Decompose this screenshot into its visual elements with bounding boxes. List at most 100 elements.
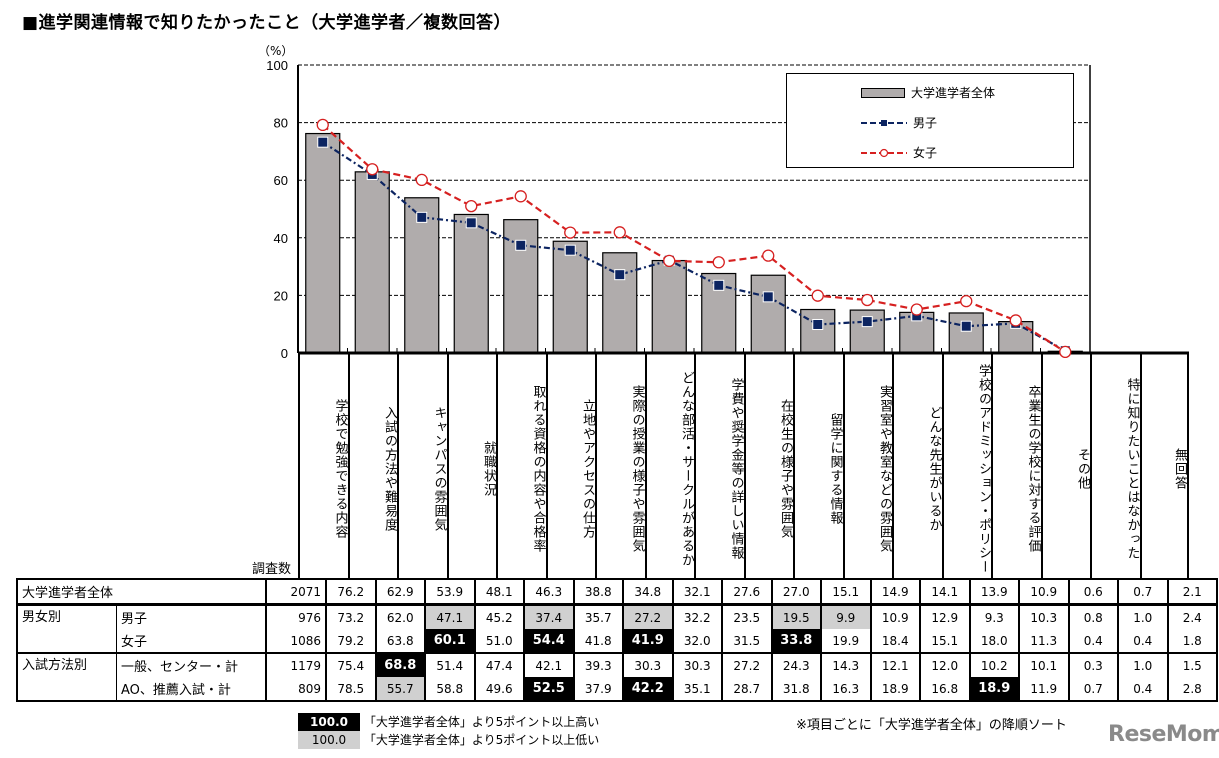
y-tick-label: 60	[274, 173, 288, 188]
value-cell: 0.8	[1067, 603, 1118, 629]
table-row: 入試方法別 一般、センター・計 1179 75.4 68.8 51.4 47.4 42.1 39…	[16, 652, 1218, 677]
value-cell: 18.4	[869, 629, 920, 653]
category-label: 学校で勉強できる内容	[298, 354, 348, 578]
female-line-swatch-icon	[861, 148, 907, 157]
female-marker	[564, 226, 577, 239]
category-label: 無回答	[1139, 354, 1189, 578]
value-cell: 39.3	[572, 652, 623, 677]
row-sub-label: AO、推薦入試・計	[116, 677, 266, 702]
category-label: 留学に関する情報	[793, 354, 843, 578]
value-cell: 15.1	[919, 629, 970, 653]
sample-count: 809	[265, 677, 326, 702]
category-label: 学費や奨学金等の詳しい情報	[694, 354, 744, 578]
value-cell: 2.1	[1166, 578, 1218, 605]
value-cell: 0.6	[1067, 578, 1118, 605]
value-cell: 27.2	[622, 603, 673, 629]
category-label: 取れる資格の内容や合格率	[496, 354, 546, 578]
chart-legend: 大学進学者全体 男子 女子	[786, 73, 1074, 168]
value-cell: 0.4	[1117, 629, 1168, 653]
value-cell: 42.1	[523, 652, 574, 677]
value-cell: 18.9	[968, 677, 1019, 702]
category-label: キャンパスの雰囲気	[397, 354, 447, 578]
value-cell: 31.5	[721, 629, 772, 653]
bar	[948, 312, 984, 354]
female-marker	[366, 163, 379, 176]
value-cell: 28.7	[721, 677, 772, 702]
value-cell: 0.3	[1067, 652, 1118, 677]
female-marker	[465, 199, 478, 213]
row-sub-label: 一般、センター・計	[116, 652, 266, 677]
high-legend-row: 100.0 「大学進学者全体」より5ポイント以上高い	[298, 713, 599, 731]
bar	[305, 132, 341, 354]
value-cell: 31.8	[770, 677, 821, 702]
female-marker	[861, 293, 874, 307]
value-cell: 58.8	[424, 677, 475, 702]
value-cell: 27.0	[770, 578, 821, 605]
value-cell: 41.9	[622, 629, 673, 653]
value-cell: 0.4	[1117, 677, 1168, 702]
value-cell: 27.6	[721, 578, 772, 605]
bar	[404, 197, 440, 354]
value-cell: 53.9	[424, 578, 475, 605]
value-cell: 15.1	[820, 578, 871, 605]
row-sub-label: 男子	[116, 603, 266, 629]
sample-count: 1086	[265, 629, 326, 653]
value-cell: 37.4	[523, 603, 574, 629]
value-cell: 10.3	[1018, 603, 1069, 629]
value-cell: 12.1	[869, 652, 920, 677]
category-label: どんな部活・サークルがあるか	[644, 354, 694, 578]
female-marker	[663, 254, 676, 267]
value-cell: 27.2	[721, 652, 772, 677]
value-cell: 14.1	[919, 578, 970, 605]
value-cell: 2.8	[1166, 677, 1218, 702]
row-group-label: 大学進学者全体	[16, 578, 266, 605]
value-cell: 11.9	[1018, 677, 1069, 702]
value-cell: 38.8	[572, 578, 623, 605]
high-swatch: 100.0	[298, 713, 360, 731]
female-marker	[1059, 345, 1072, 358]
y-tick-label: 0	[281, 346, 288, 361]
female-marker	[712, 256, 725, 269]
bar	[800, 308, 836, 354]
value-cell: 79.2	[325, 629, 376, 653]
bar	[552, 240, 588, 354]
value-cell: 10.9	[869, 603, 920, 629]
value-cell: 75.4	[325, 652, 376, 677]
male-marker	[762, 291, 774, 303]
value-cell: 16.3	[820, 677, 871, 702]
value-cell: 19.5	[770, 603, 821, 629]
y-axis-unit: （%）	[258, 44, 294, 58]
value-cell: 13.9	[968, 578, 1019, 605]
value-cell: 9.3	[968, 603, 1019, 629]
male-line-swatch-icon	[861, 119, 907, 126]
category-label: 入試の方法や難易度	[347, 354, 397, 578]
value-cell: 1.0	[1117, 603, 1168, 629]
category-label: 就職状況	[446, 354, 496, 578]
value-cell: 10.9	[1018, 578, 1069, 605]
male-line	[322, 141, 1066, 352]
value-cell: 18.0	[968, 629, 1019, 653]
y-tick-label: 40	[274, 231, 288, 246]
female-marker	[613, 226, 626, 239]
bar	[453, 213, 489, 354]
female-marker	[910, 303, 923, 316]
male-marker	[564, 244, 576, 256]
value-cell: 51.4	[424, 652, 475, 677]
value-cell: 47.1	[424, 603, 475, 629]
value-cell: 19.9	[820, 629, 871, 653]
value-cell: 14.9	[869, 578, 920, 605]
female-marker	[762, 249, 775, 262]
row-sub-label: 女子	[116, 629, 266, 653]
legend-item-male: 男子	[861, 114, 937, 131]
value-cell: 60.1	[424, 629, 475, 653]
value-cell: 55.7	[374, 677, 425, 702]
row-group-label	[16, 677, 117, 702]
sample-count: 2071	[265, 578, 326, 605]
value-cell: 76.2	[325, 578, 376, 605]
value-cell: 51.0	[473, 629, 524, 653]
value-cell: 9.9	[820, 603, 871, 629]
value-cell: 1.0	[1117, 652, 1168, 677]
legend-item-total: 大学進学者全体	[861, 84, 995, 101]
female-marker	[811, 289, 824, 302]
value-cell: 47.4	[473, 652, 524, 677]
